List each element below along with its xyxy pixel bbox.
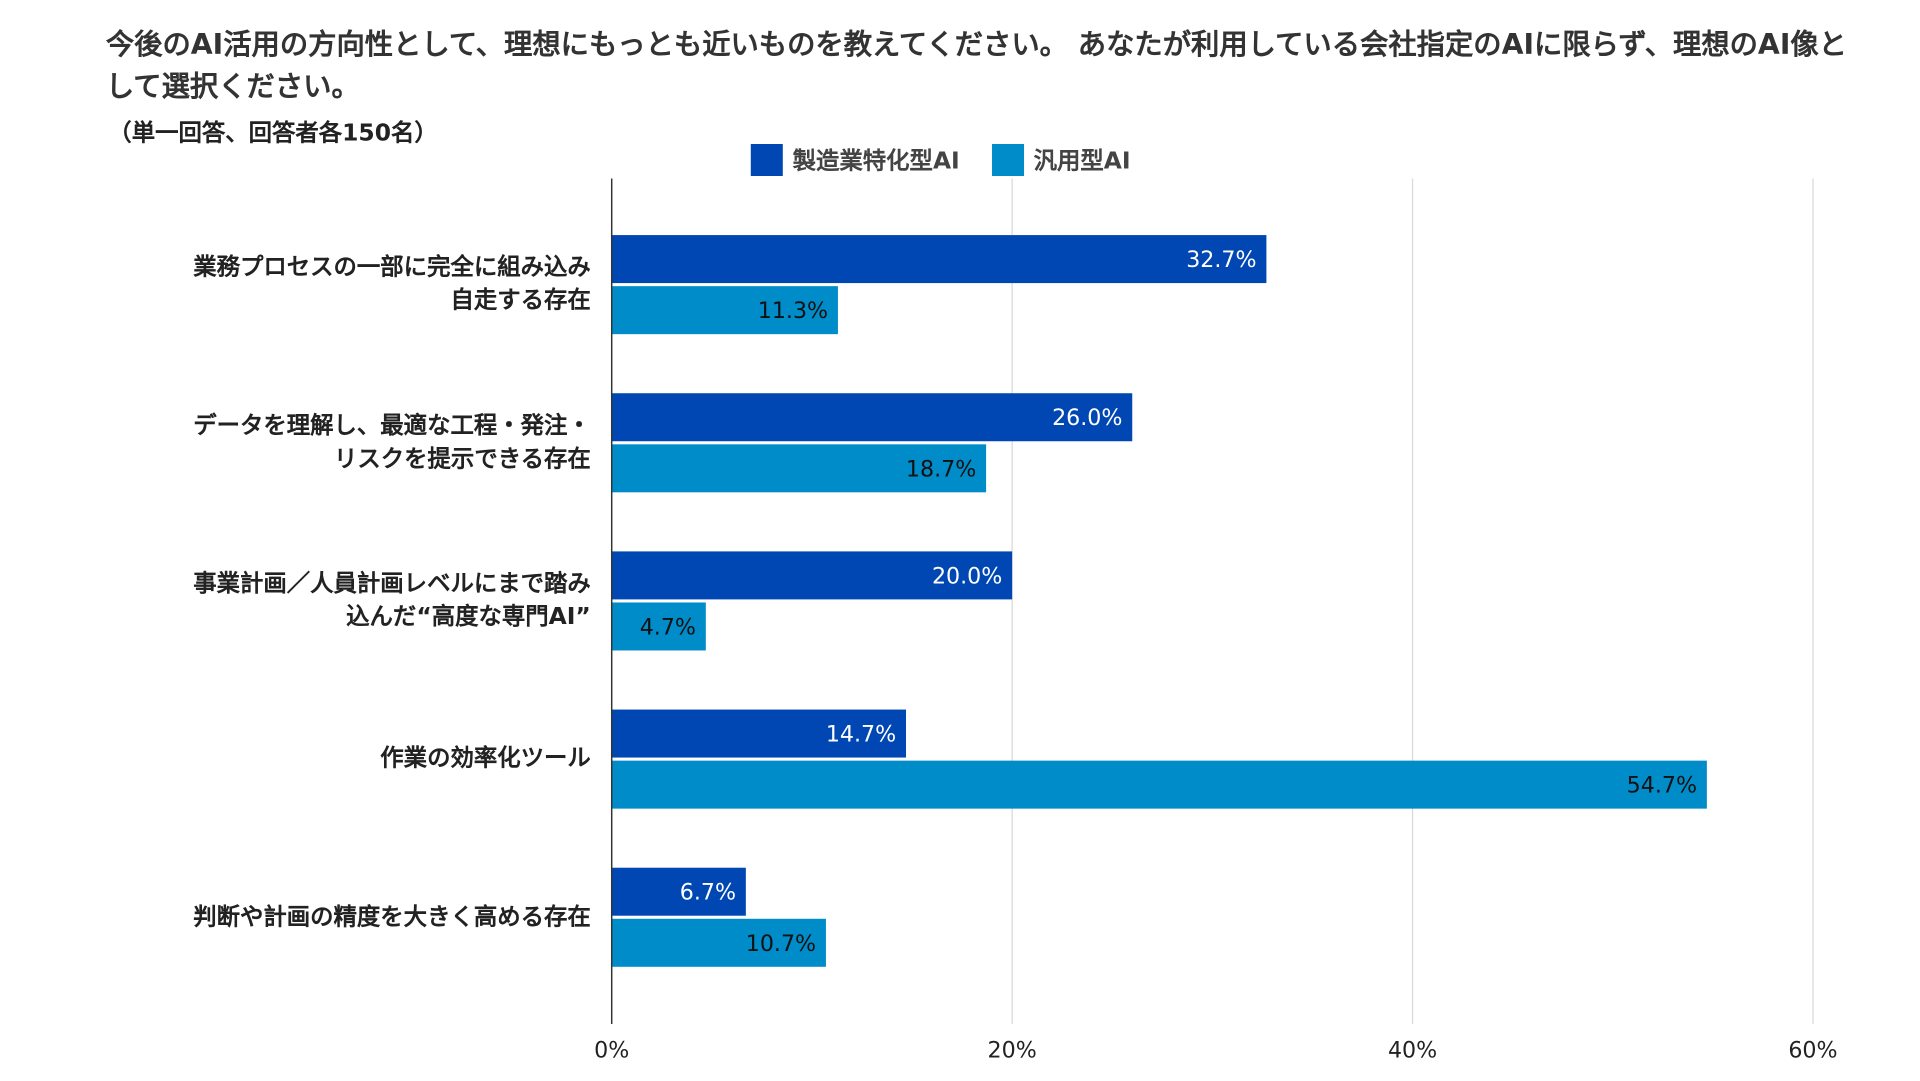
category-label: 判断や計画の精度を大きく高める存在 [193,902,591,930]
chart-title: 今後のAI活用の方向性として、理想にもっとも近いものを教えてください。 あなたが… [105,29,1848,104]
bar [611,235,1267,284]
data-label: 14.7% [826,722,896,748]
bar [611,444,987,493]
bar [611,286,838,335]
category-label: 事業計画／人員計画レベルにまで踏み 込んだ“高度な専門AI” [193,569,591,631]
category-label: 業務プロセスの一部に完全に組み込み 自走する存在 [193,253,591,314]
category-label: データを理解し、最適な工程・発注・ リスクを提示できる存在 [193,411,591,473]
bar [611,760,1707,809]
x-tick-label: 0% [594,1037,629,1063]
legend: 製造業特化型AI 汎用型AI [750,143,1163,176]
bar [611,867,746,916]
data-label: 32.7% [1186,247,1256,273]
x-tick-label: 40% [1388,1037,1437,1063]
data-label: 54.7% [1627,773,1697,799]
legend-swatch [750,143,783,176]
bar [611,602,706,651]
data-label: 6.7% [680,880,736,906]
data-label: 18.7% [906,456,976,482]
data-label: 10.7% [746,931,816,957]
data-label: 26.0% [1052,405,1122,431]
bar [611,918,826,967]
bar [611,551,1013,600]
legend-item-general: 汎用型AI [991,143,1131,176]
data-label: 4.7% [640,614,696,640]
x-tick-label: 20% [988,1037,1037,1063]
category-label: 作業の効率化ツール [380,744,591,772]
bar [611,393,1133,442]
legend-item-specialized: 製造業特化型AI [750,143,960,176]
chart-subtitle: （単一回答、回答者各150名） [108,119,438,147]
data-label: 20.0% [932,563,1002,589]
legend-label: 汎用型AI [1033,147,1131,175]
data-label: 11.3% [758,298,828,324]
legend-label: 製造業特化型AI [792,147,960,175]
x-tick-label: 60% [1788,1037,1837,1063]
bar [611,709,907,758]
legend-swatch [991,143,1024,176]
